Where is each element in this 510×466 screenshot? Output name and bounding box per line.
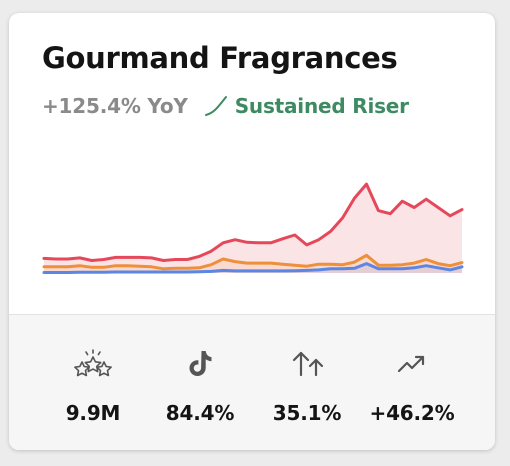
trending-up-icon xyxy=(390,349,434,379)
yoy-change: +125.4% YoY xyxy=(42,94,188,118)
trend-card[interactable]: Gourmand Fragrances +125.4% YoY Sustaine… xyxy=(9,13,495,450)
stat-up-arrows: 35.1% xyxy=(252,315,362,450)
stat-value: +46.2% xyxy=(369,401,455,425)
trend-curve-icon xyxy=(204,95,228,117)
series-1-line xyxy=(42,253,464,271)
series-2-area xyxy=(44,263,462,273)
trend-label: Sustained Riser xyxy=(234,94,409,118)
card-subtitle: +125.4% YoY Sustained Riser xyxy=(42,94,409,118)
card-title: Gourmand Fragrances xyxy=(42,41,398,75)
stat-value: 9.9M xyxy=(65,401,121,425)
stat-value: 35.1% xyxy=(272,401,342,425)
series-0-area xyxy=(44,184,462,273)
series-0-line xyxy=(42,182,464,262)
stat-stars: 9.9M xyxy=(38,315,148,450)
stat-tiktok: 84.4% xyxy=(145,315,255,450)
stats-footer: 9.9M 84.4% 35.1% xyxy=(9,314,495,450)
stat-value: 84.4% xyxy=(165,401,235,425)
stars-icon xyxy=(71,349,115,379)
series-2-line xyxy=(42,262,464,274)
tiktok-icon xyxy=(178,349,222,379)
stat-trending: +46.2% xyxy=(357,315,467,450)
up-arrows-icon xyxy=(285,349,329,379)
trend-chart xyxy=(42,182,464,274)
